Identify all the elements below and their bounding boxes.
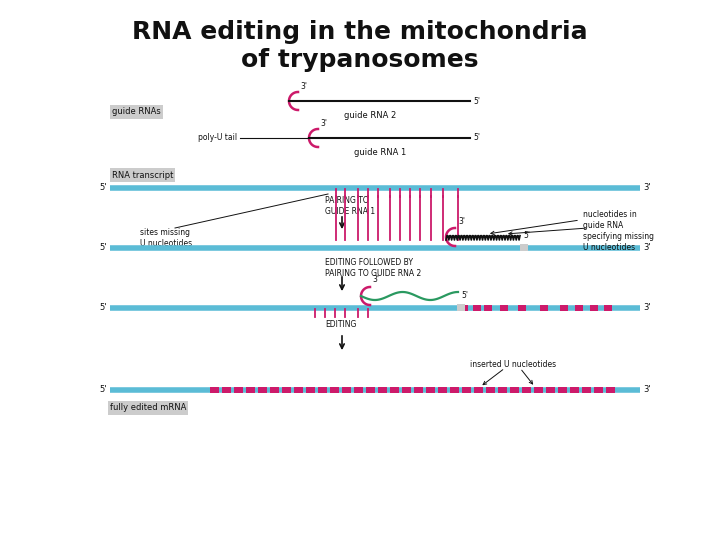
Bar — [486, 387, 495, 393]
Text: 3': 3' — [643, 244, 651, 253]
Text: 5': 5' — [473, 97, 480, 105]
Text: nucleotides in
guide RNA
specifying missing
U nucleotides: nucleotides in guide RNA specifying miss… — [583, 210, 654, 252]
Bar — [282, 387, 291, 393]
Bar — [450, 387, 459, 393]
Bar — [575, 305, 583, 311]
Text: poly-U tail: poly-U tail — [198, 133, 237, 143]
Text: inserted U nucleotides: inserted U nucleotides — [470, 360, 556, 369]
Text: guide RNA 1: guide RNA 1 — [354, 148, 406, 157]
Text: 3': 3' — [320, 119, 327, 128]
Bar — [594, 387, 603, 393]
Bar — [426, 387, 435, 393]
Text: fully edited mRNA: fully edited mRNA — [110, 403, 186, 413]
Bar — [558, 387, 567, 393]
Bar — [462, 387, 471, 393]
Text: 5': 5' — [99, 386, 107, 395]
Bar — [330, 387, 339, 393]
Text: of trypanosomes: of trypanosomes — [241, 48, 479, 72]
Text: RNA transcript: RNA transcript — [112, 171, 174, 179]
Bar — [306, 387, 315, 393]
Bar — [342, 387, 351, 393]
Bar — [500, 305, 508, 311]
Bar — [294, 387, 303, 393]
Bar — [534, 387, 543, 393]
Text: 5': 5' — [523, 231, 530, 240]
Bar — [560, 305, 568, 311]
Bar — [473, 305, 481, 311]
Text: 5': 5' — [99, 244, 107, 253]
Bar — [270, 387, 279, 393]
Text: 5': 5' — [99, 303, 107, 313]
Bar — [378, 387, 387, 393]
Bar — [390, 387, 399, 393]
Bar — [210, 387, 219, 393]
Text: EDITING: EDITING — [325, 320, 356, 329]
Text: RNA editing in the mitochondria: RNA editing in the mitochondria — [132, 20, 588, 44]
Bar — [582, 387, 591, 393]
Text: 3': 3' — [458, 217, 465, 226]
Bar — [474, 387, 483, 393]
Text: 3': 3' — [643, 184, 651, 192]
Text: 3': 3' — [643, 303, 651, 313]
Text: 5': 5' — [473, 133, 480, 143]
Text: sites missing
U nucleotides: sites missing U nucleotides — [140, 228, 192, 248]
Bar — [366, 387, 375, 393]
Bar — [484, 305, 492, 311]
Bar — [570, 387, 579, 393]
Bar — [460, 305, 468, 311]
Bar — [546, 387, 555, 393]
Bar — [402, 387, 411, 393]
Bar — [540, 305, 548, 311]
Text: guide RNAs: guide RNAs — [112, 107, 161, 117]
Text: 5': 5' — [99, 184, 107, 192]
Text: PAIRING TO
GUIDE RNA 1: PAIRING TO GUIDE RNA 1 — [325, 196, 375, 216]
Bar — [510, 387, 519, 393]
Bar — [590, 305, 598, 311]
Bar — [318, 387, 327, 393]
Text: EDITING FOLLOWED BY
PAIRING TO GUIDE RNA 2: EDITING FOLLOWED BY PAIRING TO GUIDE RNA… — [325, 258, 421, 278]
Text: 5': 5' — [461, 292, 468, 300]
Bar — [604, 305, 612, 311]
Bar — [606, 387, 615, 393]
Bar — [522, 387, 531, 393]
Bar — [258, 387, 267, 393]
Bar — [457, 304, 465, 311]
Bar — [354, 387, 363, 393]
Bar — [234, 387, 243, 393]
Bar — [438, 387, 447, 393]
Text: 3': 3' — [372, 275, 379, 284]
Bar — [222, 387, 231, 393]
Text: guide RNA 2: guide RNA 2 — [344, 111, 396, 120]
Text: 3': 3' — [643, 386, 651, 395]
Bar — [498, 387, 507, 393]
Bar — [246, 387, 255, 393]
Bar — [520, 244, 528, 251]
Text: 3': 3' — [300, 82, 307, 91]
Bar — [414, 387, 423, 393]
Bar — [518, 305, 526, 311]
